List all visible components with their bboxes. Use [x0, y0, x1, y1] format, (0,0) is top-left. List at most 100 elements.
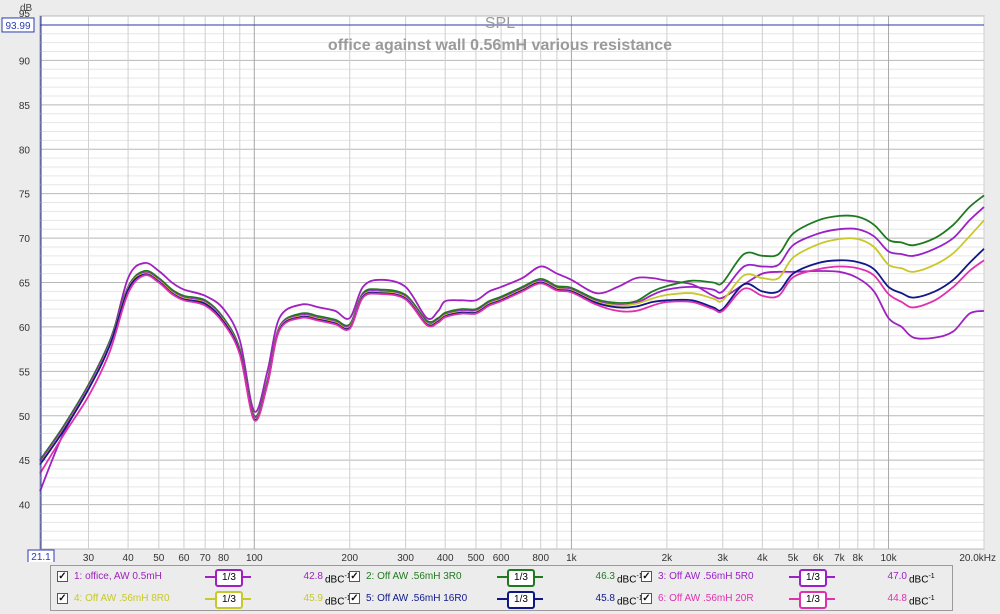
- x-tick-label: 600: [493, 553, 510, 562]
- legend-checkbox[interactable]: ✓: [57, 571, 68, 582]
- legend-level-value: 47.0: [887, 571, 907, 582]
- x-tick-label: 100: [246, 553, 263, 562]
- legend-checkbox[interactable]: ✓: [641, 593, 652, 604]
- legend-unit-sup: -1: [636, 595, 643, 602]
- legend-unit-sup: -1: [928, 595, 935, 602]
- x-tick-label: 5k: [788, 553, 800, 562]
- legend-label: 5: Off AW .56mH 16R0: [366, 593, 468, 604]
- smoothing-badge: 1/3: [215, 591, 243, 609]
- x-tick-label: 2k: [662, 553, 674, 562]
- x-tick-label: 300: [397, 553, 414, 562]
- x-tick-label: 10k: [880, 553, 897, 562]
- legend-level-value: 46.3: [595, 571, 615, 582]
- y-tick-label: 45: [19, 456, 31, 467]
- chart-subtitle: office against wall 0.56mH various resis…: [328, 37, 672, 54]
- x-tick-label: 70: [200, 553, 212, 562]
- x-tick-label: 3k: [717, 553, 729, 562]
- smoothing-badge: 1/3: [215, 569, 243, 587]
- x-tick-label: 7k: [834, 553, 846, 562]
- legend-label: 6: Off AW .56mH 20R: [658, 593, 754, 604]
- legend-level-unit: dBC-1: [617, 588, 643, 613]
- x-tick-label: 8k: [853, 553, 865, 562]
- y-tick-label: 50: [19, 412, 31, 423]
- legend-level-unit: dBC-1: [325, 588, 351, 613]
- smoothing-badge: 1/3: [507, 569, 535, 587]
- legend-checkbox[interactable]: ✓: [349, 593, 360, 604]
- smoothing-badge: 1/3: [507, 591, 535, 609]
- x-tick-label: 30: [83, 553, 95, 562]
- series-lines: [39, 194, 985, 492]
- legend-unit-text: dBC: [325, 596, 345, 608]
- smoothing-badge: 1/3: [799, 569, 827, 587]
- legend-item-3[interactable]: ✓ 3: Off AW .56mH 5R0 1/3 47.0 dBC-1: [641, 566, 935, 588]
- legend-item-1[interactable]: ✓ 1: office, AW 0.5mH 1/3 42.8 dBC-1: [57, 566, 351, 588]
- x-tick-label: 60: [178, 553, 190, 562]
- series-line-2: [39, 194, 985, 461]
- legend-swatch[interactable]: 1/3: [789, 591, 835, 609]
- x-tick-label: 6k: [813, 553, 825, 562]
- legend-level-value: 44.8: [887, 593, 907, 604]
- legend-level-value: 45.9: [303, 593, 323, 604]
- legend-item-6[interactable]: ✓ 6: Off AW .56mH 20R 1/3 44.8 dBC-1: [641, 588, 935, 610]
- legend-unit-text: dBC: [617, 596, 637, 608]
- legend-label: 1: office, AW 0.5mH: [74, 571, 162, 582]
- cursor-y-readout: 93.99: [5, 21, 30, 32]
- legend-unit-text: dBC: [325, 574, 345, 586]
- legend-swatch[interactable]: 1/3: [789, 569, 835, 587]
- y-tick-label: 90: [19, 56, 31, 67]
- legend-level-value: 45.8: [595, 593, 615, 604]
- x-tick-label: 4k: [757, 553, 769, 562]
- y-tick-label: 40: [19, 501, 31, 512]
- x-tick-label: 500: [468, 553, 485, 562]
- y-tick-label: 75: [19, 190, 31, 201]
- y-tick-label: 65: [19, 279, 31, 290]
- legend-item-5[interactable]: ✓ 5: Off AW .56mH 16R0 1/3 45.8 dBC-1: [349, 588, 643, 610]
- legend-unit-text: dBC: [617, 574, 637, 586]
- y-tick-label: 95: [19, 9, 31, 20]
- legend-level-unit: dBC-1: [909, 566, 935, 591]
- y-tick-label: 70: [19, 234, 31, 245]
- legend-unit-text: dBC: [909, 596, 929, 608]
- legend-swatch[interactable]: 1/3: [497, 591, 543, 609]
- x-tick-label: 1k: [566, 553, 578, 562]
- cursor-x-readout-box: [27, 549, 55, 562]
- legend-swatch[interactable]: 1/3: [205, 569, 251, 587]
- legend-unit-sup: -1: [344, 573, 351, 580]
- legend-panel: ✓ 1: office, AW 0.5mH 1/3 42.8 dBC-1 ✓ 2: Off …: [50, 565, 953, 611]
- axes: 40 45 50 55 60 65 70 75 80 85 90 95 30 40 50 60 70 80 100 2…: [19, 9, 996, 562]
- x-tick-label: 40: [123, 553, 135, 562]
- x-tick-label: 400: [437, 553, 454, 562]
- legend-unit-sup: -1: [636, 573, 643, 580]
- y-tick-label: 55: [19, 367, 31, 378]
- legend-checkbox[interactable]: ✓: [349, 571, 360, 582]
- legend-item-2[interactable]: ✓ 2: Off AW .56mH 3R0 1/3 46.3 dBC-1: [349, 566, 643, 588]
- legend-label: 4: Off AW .56mH 8R0: [74, 593, 170, 604]
- legend-unit-sup: -1: [928, 573, 935, 580]
- smoothing-badge: 1/3: [799, 591, 827, 609]
- legend-unit-sup: -1: [344, 595, 351, 602]
- legend-checkbox[interactable]: ✓: [57, 593, 68, 604]
- y-tick-label: 85: [19, 101, 31, 112]
- x-tick-label: 800: [532, 553, 549, 562]
- cursor[interactable]: 93.99 21.1: [1, 16, 984, 562]
- series-line-1: [39, 261, 985, 492]
- spl-chart: 40 45 50 55 60 65 70 75 80 85 90 95 30 40 50 60 70 80 100 2…: [1, 3, 996, 562]
- legend-label: 2: Off AW .56mH 3R0: [366, 571, 462, 582]
- series-line-6: [39, 259, 985, 474]
- legend-item-4[interactable]: ✓ 4: Off AW .56mH 8R0 1/3 45.9 dBC-1: [57, 588, 351, 610]
- legend-label: 3: Off AW .56mH 5R0: [658, 571, 754, 582]
- legend-swatch[interactable]: 1/3: [205, 591, 251, 609]
- legend-unit-text: dBC: [909, 574, 929, 586]
- legend-level-unit: dBC-1: [325, 566, 351, 591]
- cursor-y-readout-box: [1, 17, 35, 33]
- y-tick-label: 80: [19, 145, 31, 156]
- x-tick-label: 20.0kHz: [959, 553, 996, 562]
- legend-level-unit: dBC-1: [909, 588, 935, 613]
- legend-level-unit: dBC-1: [617, 566, 643, 591]
- legend-swatch[interactable]: 1/3: [497, 569, 543, 587]
- x-tick-label: 50: [153, 553, 165, 562]
- legend-checkbox[interactable]: ✓: [641, 571, 652, 582]
- x-tick-label: 200: [341, 553, 358, 562]
- chart-title: SPL: [485, 15, 515, 32]
- legend-level-value: 42.8: [303, 571, 323, 582]
